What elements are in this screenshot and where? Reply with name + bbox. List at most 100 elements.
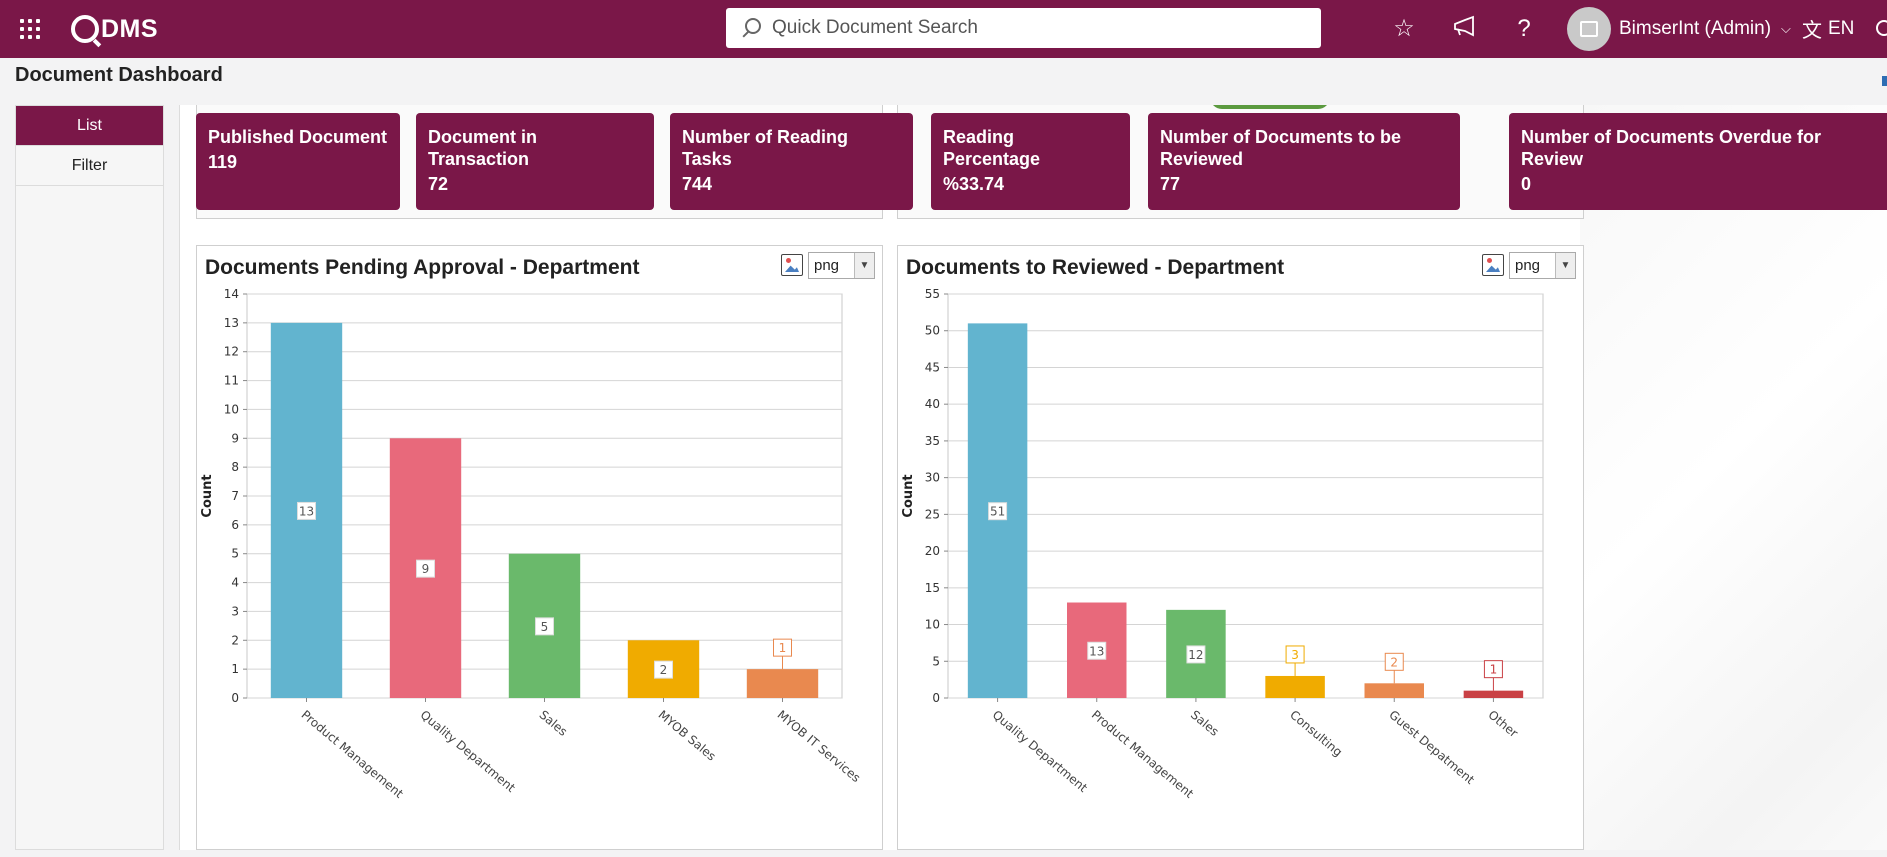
help-question-icon[interactable]: ? (1517, 15, 1531, 42)
y-tick-label: 50 (925, 324, 940, 338)
kpi-label: Number of Documents Overdue for Review (1521, 127, 1822, 169)
search-icon (740, 17, 762, 39)
y-tick-label: 5 (932, 654, 940, 668)
x-tick-label: MYOB IT Services (775, 708, 864, 785)
kpi-label: Document in Transaction (428, 127, 538, 169)
chart-title: Documents to Reviewed - Department (906, 256, 1285, 279)
data-label-box (654, 660, 673, 679)
page-title: Document Dashboard (15, 64, 223, 86)
data-label: 3 (1291, 648, 1299, 662)
dashboard-content: Published Document 119 Document in Trans… (179, 105, 1887, 850)
chevron-down-icon: ▼ (854, 253, 874, 278)
data-label-box (1285, 645, 1305, 664)
y-tick-label: 14 (224, 288, 239, 301)
x-tick-label: Quality Department (990, 708, 1091, 796)
logo[interactable]: DMS (71, 12, 158, 46)
export-image-icon[interactable] (781, 254, 803, 276)
data-label-box (988, 502, 1008, 521)
data-label: 13 (1089, 644, 1104, 658)
sidebar: List Filter (15, 105, 164, 850)
data-label-box (1483, 660, 1503, 679)
y-tick-label: 45 (925, 360, 940, 374)
y-tick-label: 4 (231, 576, 239, 590)
search-input[interactable] (772, 17, 1292, 39)
edge-marker (1882, 76, 1887, 86)
avatar-image-icon (1580, 21, 1598, 37)
x-tick-label: Sales (537, 708, 570, 739)
y-tick-label: 9 (231, 431, 239, 445)
export-image-icon[interactable] (1482, 254, 1504, 276)
kpi-document-in-transaction[interactable]: Document in Transaction 72 (416, 113, 654, 210)
data-label: 13 (299, 504, 314, 518)
x-tick-label: MYOB Sales (656, 708, 719, 764)
kpi-label: Published Document (208, 127, 388, 147)
y-tick-label: 12 (224, 345, 239, 359)
x-tick-label: Other (1485, 708, 1520, 741)
data-label-box (416, 559, 435, 578)
y-tick-label: 8 (231, 460, 239, 474)
y-tick-label: 30 (925, 471, 940, 485)
megaphone-icon (1454, 15, 1474, 37)
sidebar-item-label: Filter (71, 156, 108, 174)
x-tick-label: Guest Depatment (1386, 708, 1477, 788)
logo-text: DMS (101, 14, 159, 43)
bar (1265, 675, 1325, 698)
bar (746, 669, 819, 698)
kpi-value: 72 (428, 174, 449, 194)
kpi-documents-overdue-review[interactable]: Number of Documents Overdue for Review 0 (1509, 113, 1887, 210)
x-tick-label: Consulting (1287, 708, 1345, 760)
y-tick-label: 20 (925, 544, 940, 558)
y-tick-label: 25 (925, 507, 940, 521)
language-selector[interactable]: 文 EN (1802, 14, 1854, 43)
kpi-published-document[interactable]: Published Document 119 (196, 113, 400, 210)
kpi-documents-to-be-reviewed[interactable]: Number of Documents to be Reviewed 77 (1148, 113, 1460, 210)
chart-title: Documents Pending Approval - Department (205, 256, 640, 279)
y-tick-label: 1 (231, 662, 239, 676)
bar (1463, 690, 1524, 698)
donut-chart-fragment (1210, 105, 1330, 109)
y-tick-label: 55 (925, 288, 940, 301)
user-menu[interactable]: BimserInt (Admin) ⌵ (1567, 6, 1791, 52)
user-name: BimserInt (Admin) (1619, 18, 1772, 39)
y-tick-label: 15 (925, 581, 940, 595)
kpi-value: 119 (208, 152, 238, 172)
y-tick-label: 6 (231, 518, 239, 532)
y-tick-label: 0 (231, 691, 239, 705)
kpi-value: 77 (1160, 174, 1181, 194)
chevron-down-icon: ▼ (1555, 253, 1575, 278)
data-label-box (1186, 645, 1206, 664)
y-tick-label: 11 (224, 374, 239, 388)
power-icon[interactable] (1876, 20, 1887, 36)
data-label-box (1087, 641, 1107, 660)
y-tick-label: 7 (231, 489, 239, 503)
y-axis-label: Count (200, 474, 215, 517)
data-label: 5 (541, 620, 549, 634)
kpi-reading-tasks[interactable]: Number of Reading Tasks 744 (670, 113, 913, 210)
export-format-value: png (1515, 257, 1541, 274)
x-tick-label: Product Management (299, 708, 407, 801)
sidebar-item-filter[interactable]: Filter (16, 146, 163, 186)
sidebar-item-label: List (77, 116, 102, 134)
y-tick-label: 35 (925, 434, 940, 448)
x-tick-label: Product Management (1089, 708, 1197, 801)
y-tick-label: 13 (224, 316, 239, 330)
y-tick-label: 10 (925, 618, 940, 632)
search-box[interactable] (726, 8, 1321, 48)
background-decoration (1580, 105, 1887, 850)
data-label-box (535, 617, 554, 636)
favorites-star-icon[interactable]: ☆ (1393, 15, 1415, 42)
announcements-megaphone-icon[interactable] (1449, 14, 1479, 48)
y-tick-label: 5 (231, 547, 239, 561)
export-format-select[interactable]: png ▼ (808, 252, 875, 279)
avatar (1567, 7, 1611, 51)
data-label: 12 (1188, 648, 1203, 662)
kpi-reading-percentage[interactable]: Reading Percentage %33.74 (931, 113, 1130, 210)
y-tick-label: 40 (925, 397, 940, 411)
translate-icon: 文 (1802, 20, 1822, 42)
sidebar-item-list[interactable]: List (16, 106, 163, 146)
data-label-box (773, 638, 792, 657)
top-bar: DMS ☆ ? BimserInt (Admin) ⌵ 文 EN (0, 0, 1887, 58)
export-format-select[interactable]: png ▼ (1509, 252, 1576, 279)
app-grid-icon[interactable] (18, 17, 42, 41)
